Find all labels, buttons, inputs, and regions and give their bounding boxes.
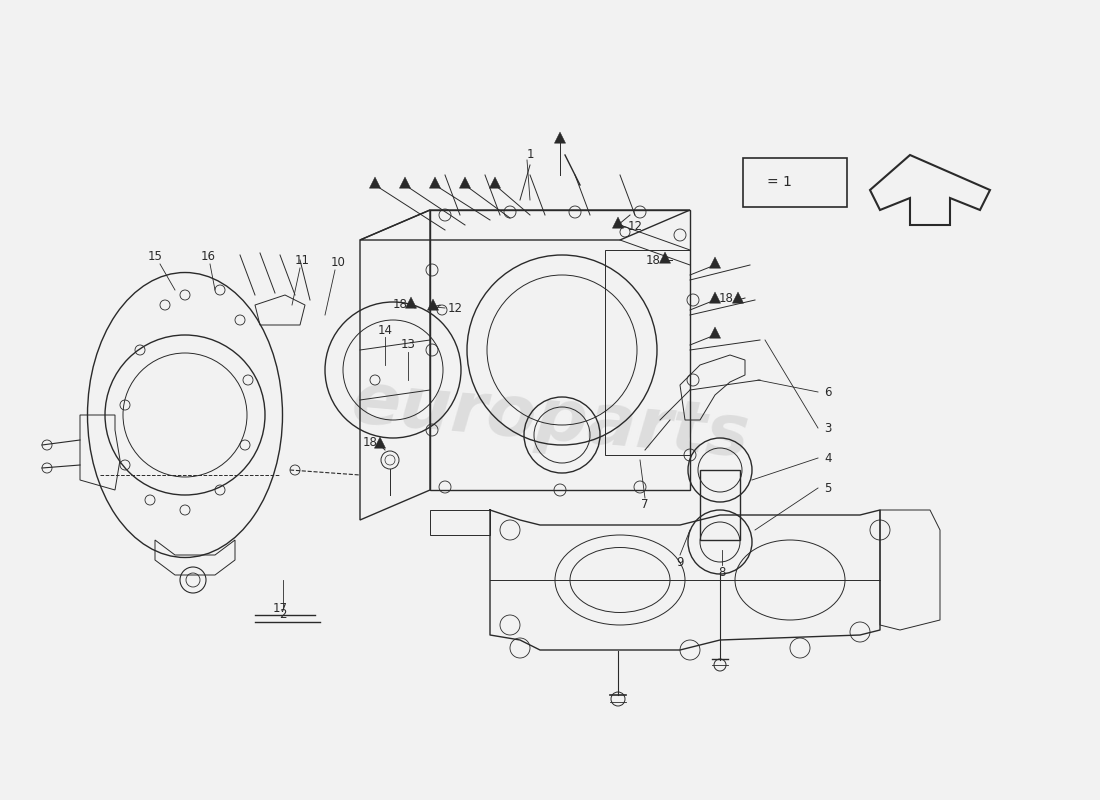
Text: = 1: = 1 (767, 175, 792, 189)
Polygon shape (429, 177, 441, 188)
Text: 18: 18 (363, 437, 377, 450)
Text: 11: 11 (295, 254, 309, 266)
Text: 17: 17 (273, 602, 287, 614)
Polygon shape (374, 437, 386, 448)
Text: 18: 18 (393, 298, 407, 311)
Text: 5: 5 (824, 482, 832, 494)
Text: europarts: europarts (348, 368, 752, 472)
Polygon shape (659, 252, 671, 263)
FancyBboxPatch shape (742, 158, 847, 207)
Text: 12: 12 (448, 302, 462, 314)
Polygon shape (460, 177, 471, 188)
Polygon shape (710, 327, 720, 338)
Polygon shape (755, 162, 766, 174)
Polygon shape (554, 132, 565, 143)
Polygon shape (613, 217, 624, 228)
Text: 8: 8 (718, 566, 726, 578)
Polygon shape (428, 299, 439, 310)
Text: 7: 7 (641, 498, 649, 511)
Text: 3: 3 (824, 422, 832, 434)
Text: 18: 18 (646, 254, 660, 266)
Polygon shape (710, 292, 720, 303)
Text: 13: 13 (400, 338, 416, 351)
Polygon shape (733, 292, 744, 303)
Text: 2: 2 (279, 609, 287, 622)
Text: 16: 16 (200, 250, 216, 263)
Text: 14: 14 (377, 323, 393, 337)
Text: 12: 12 (627, 221, 642, 234)
Polygon shape (710, 257, 720, 268)
Polygon shape (490, 177, 500, 188)
Polygon shape (399, 177, 410, 188)
Text: 6: 6 (824, 386, 832, 398)
Text: 4: 4 (824, 451, 832, 465)
Text: 10: 10 (331, 255, 345, 269)
Text: 18: 18 (718, 291, 734, 305)
Polygon shape (370, 177, 381, 188)
Text: 9: 9 (676, 555, 684, 569)
Polygon shape (406, 297, 417, 308)
Text: 15: 15 (147, 250, 163, 263)
Text: 1: 1 (526, 149, 534, 162)
